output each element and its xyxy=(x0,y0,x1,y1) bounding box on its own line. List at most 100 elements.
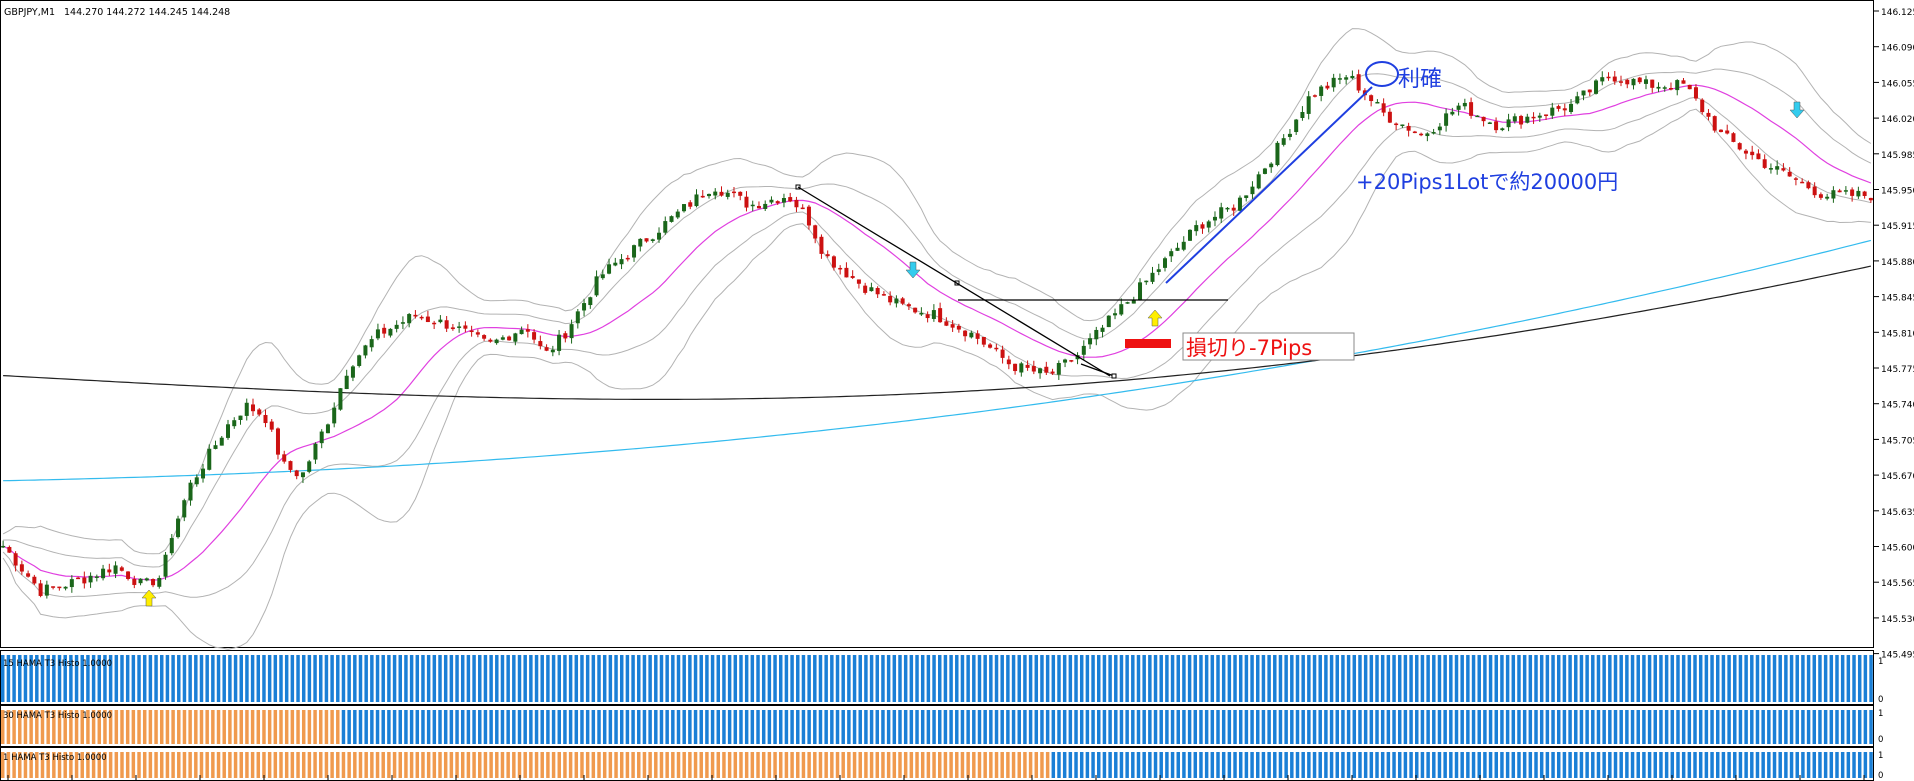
histogram-bar xyxy=(250,710,255,744)
candle-body xyxy=(469,330,474,333)
candle-body xyxy=(769,199,774,203)
histogram-bar xyxy=(1307,655,1311,702)
histogram-bar xyxy=(1324,655,1328,702)
histogram-bar xyxy=(1585,752,1589,778)
histogram-bar xyxy=(750,710,755,744)
histogram-bar xyxy=(886,752,891,778)
histogram-bar xyxy=(330,752,334,778)
histogram-bar xyxy=(790,752,794,778)
histogram-bar xyxy=(63,655,67,702)
histogram-bar xyxy=(529,710,533,744)
candle-body xyxy=(1825,196,1830,199)
histogram-bar xyxy=(1653,710,1658,744)
histogram-bar xyxy=(455,752,459,778)
histogram-bar xyxy=(1698,752,1703,778)
histogram-bar xyxy=(160,655,164,702)
histogram-bar xyxy=(705,710,709,744)
candle-body xyxy=(1237,197,1242,211)
histogram-bar xyxy=(1187,710,1192,744)
histogram-bar xyxy=(1386,710,1391,744)
subwindow-1-axis-top: 1 xyxy=(1878,751,1883,761)
histogram-bar xyxy=(1772,752,1777,778)
histogram-bar xyxy=(1250,655,1254,702)
histogram-bar xyxy=(1500,752,1504,778)
histogram-bar xyxy=(671,752,675,778)
candle-body xyxy=(1025,364,1030,368)
trendline-downward[interactable] xyxy=(795,184,1111,377)
histogram-bar xyxy=(443,655,448,702)
histogram-bar xyxy=(591,710,596,744)
histogram-bar xyxy=(301,752,306,778)
histogram-bar xyxy=(784,752,789,778)
histogram-bar xyxy=(835,655,840,702)
subwindow-hama-1[interactable] xyxy=(0,747,1874,781)
histogram-bar xyxy=(932,710,936,744)
histogram-bar xyxy=(74,710,79,744)
histogram-bar xyxy=(188,655,192,702)
candle-body xyxy=(1063,359,1068,363)
histogram-bar xyxy=(1375,752,1379,778)
histogram-bar xyxy=(1165,710,1169,744)
histogram-bar xyxy=(1426,710,1430,744)
subwindow-hama-15[interactable] xyxy=(0,650,1874,705)
histogram-bar xyxy=(523,655,527,702)
histogram-bar xyxy=(614,752,618,778)
trendline-blue-uptrend[interactable] xyxy=(1165,86,1373,284)
histogram-bar xyxy=(387,710,391,744)
histogram-bar xyxy=(756,655,760,702)
candle-body xyxy=(76,577,81,580)
histogram-bar xyxy=(886,655,891,702)
histogram-bar xyxy=(1556,655,1561,702)
main-price-pane[interactable] xyxy=(0,0,1874,648)
candle-body xyxy=(1487,122,1492,124)
subwindow-hama-30[interactable] xyxy=(0,705,1874,747)
price-axis-label: 145.635 xyxy=(1881,508,1914,518)
histogram-bar xyxy=(1079,655,1084,702)
histogram-bar xyxy=(926,710,931,744)
histogram-bar xyxy=(392,655,397,702)
histogram-bar xyxy=(903,710,908,744)
histogram-bar xyxy=(1806,655,1811,702)
histogram-bar xyxy=(148,655,153,702)
ma-black xyxy=(3,265,1872,400)
histogram-bar xyxy=(398,752,402,778)
histogram-bar xyxy=(977,710,982,744)
histogram-bar xyxy=(727,655,732,702)
histogram-bar xyxy=(233,710,238,744)
histogram-bar xyxy=(801,710,806,744)
histogram-bar xyxy=(1687,752,1692,778)
histogram-bar xyxy=(330,710,334,744)
histogram-bar xyxy=(693,752,698,778)
histogram-bar xyxy=(1250,710,1254,744)
candle-body xyxy=(13,553,18,566)
histogram-bar xyxy=(625,710,630,744)
price-axis-label: 145.670 xyxy=(1881,472,1914,482)
histogram-bar xyxy=(353,710,357,744)
price-axis[interactable]: 146.125 146.090 146.055 146.020 145.985 145.9… xyxy=(1874,8,1914,661)
histogram-bar xyxy=(824,655,828,702)
histogram-bar xyxy=(1000,752,1004,778)
histogram-bar xyxy=(1329,655,1334,702)
candle-body xyxy=(7,546,12,553)
histogram-bar xyxy=(358,655,363,702)
histogram-bar xyxy=(404,752,408,778)
histogram-bar xyxy=(1857,655,1862,702)
candle-body xyxy=(1075,355,1080,360)
histogram-bar xyxy=(756,752,760,778)
histogram-bar xyxy=(40,710,45,744)
candle-body xyxy=(1637,77,1642,83)
histogram-bar xyxy=(313,655,317,702)
histogram-bar xyxy=(631,710,635,744)
histogram-bar xyxy=(546,710,550,744)
histogram-bar xyxy=(932,655,936,702)
subwindow-1-label: 1 HAMA T3 Histo 1.0000 xyxy=(3,753,107,763)
candle-body xyxy=(1156,269,1161,272)
candle-body xyxy=(750,204,755,207)
histogram-bar xyxy=(631,655,635,702)
trendline-steep[interactable] xyxy=(1080,363,1115,377)
histogram-bar xyxy=(404,655,408,702)
histogram-bar xyxy=(1568,710,1572,744)
candle-body xyxy=(363,345,368,356)
bollinger-lower-2 xyxy=(2,108,1871,650)
